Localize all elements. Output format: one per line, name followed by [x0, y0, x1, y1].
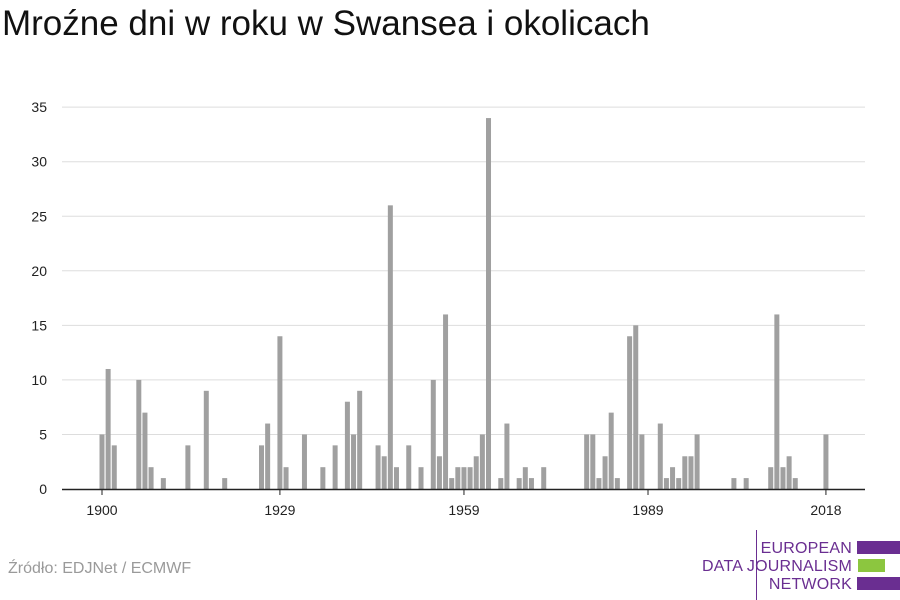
bar	[142, 412, 148, 489]
y-tick-label: 20	[31, 263, 47, 279]
bar	[541, 467, 547, 489]
bar	[639, 434, 645, 489]
bar	[357, 390, 363, 489]
bar	[663, 478, 669, 489]
logo-rule	[756, 530, 757, 600]
bar	[682, 456, 688, 489]
chart-title: Mroźne dni w roku w Swansea i okolicach	[2, 4, 650, 43]
y-tick-label: 10	[31, 372, 47, 388]
bar	[792, 478, 798, 489]
bar	[320, 467, 326, 489]
bar	[430, 379, 436, 489]
bar	[111, 445, 117, 489]
bar	[222, 478, 228, 489]
bar	[602, 456, 608, 489]
bar	[743, 478, 749, 489]
edjnet-logo: EUROPEAN DATA JOURNALISM NETWORK	[700, 530, 900, 600]
x-tick-label: 1989	[632, 502, 663, 518]
bar	[344, 401, 350, 489]
bar	[486, 118, 492, 489]
bar	[479, 434, 485, 489]
bar	[688, 456, 694, 489]
bar	[436, 456, 442, 489]
bar	[443, 314, 449, 489]
bar	[449, 478, 455, 489]
bar	[473, 456, 479, 489]
bar	[768, 467, 774, 489]
bar	[381, 456, 387, 489]
logo-text-line: DATA JOURNALISM	[702, 558, 852, 575]
bar	[393, 467, 399, 489]
logo-text-line: NETWORK	[768, 576, 852, 593]
bar	[627, 336, 633, 489]
bar	[277, 336, 283, 489]
bar	[528, 478, 534, 489]
bar	[283, 467, 289, 489]
bar	[160, 478, 166, 489]
y-tick-label: 35	[31, 99, 47, 115]
bar	[259, 445, 265, 489]
logo-bar-green	[858, 559, 885, 572]
bar	[774, 314, 780, 489]
bar	[406, 445, 412, 489]
bar	[780, 467, 786, 489]
bar	[455, 467, 461, 489]
bar	[418, 467, 424, 489]
bar	[387, 205, 393, 489]
y-tick-label: 5	[39, 426, 47, 442]
bar	[657, 423, 663, 489]
bar	[99, 434, 105, 489]
source-note: Źródło: EDJNet / ECMWF	[8, 560, 192, 577]
x-axis-ticks: 1900 1929 1959 1989 2018	[86, 489, 842, 518]
y-axis-ticks: 0 5 10 15 20 25 30 35	[31, 99, 47, 497]
bar	[633, 325, 639, 489]
bar	[590, 434, 596, 489]
y-tick-label: 25	[31, 208, 47, 224]
bar	[351, 434, 357, 489]
bar	[731, 478, 737, 489]
y-tick-label: 30	[31, 154, 47, 170]
x-tick-label: 1929	[264, 502, 295, 518]
logo-bar-purple	[857, 577, 900, 590]
bar	[823, 434, 829, 489]
bar-chart: 0 5 10 15 20 25 30 35 1900 1929 1959 1989 2018	[31, 99, 865, 518]
bar	[203, 390, 209, 489]
bar	[148, 467, 154, 489]
bar	[584, 434, 590, 489]
y-tick-label: 0	[39, 481, 47, 497]
bar	[786, 456, 792, 489]
bar	[136, 379, 142, 489]
bar	[522, 467, 528, 489]
bar	[467, 467, 473, 489]
bar	[694, 434, 700, 489]
x-tick-label: 1900	[86, 502, 117, 518]
bar	[185, 445, 191, 489]
bar	[265, 423, 271, 489]
bar	[105, 368, 111, 489]
bar	[498, 478, 504, 489]
bar	[670, 467, 676, 489]
x-tick-label: 1959	[448, 502, 479, 518]
bar	[301, 434, 307, 489]
logo-bar-purple	[857, 541, 900, 554]
y-tick-label: 15	[31, 317, 47, 333]
bar	[332, 445, 338, 489]
bar	[461, 467, 467, 489]
bar	[614, 478, 620, 489]
bar	[375, 445, 381, 489]
bar	[504, 423, 510, 489]
bar	[516, 478, 522, 489]
logo-text-line: EUROPEAN	[760, 540, 852, 557]
bar	[676, 478, 682, 489]
bar	[596, 478, 602, 489]
x-tick-label: 2018	[810, 502, 841, 518]
bar	[608, 412, 614, 489]
bars	[99, 118, 829, 489]
grid-lines	[62, 106, 865, 435]
